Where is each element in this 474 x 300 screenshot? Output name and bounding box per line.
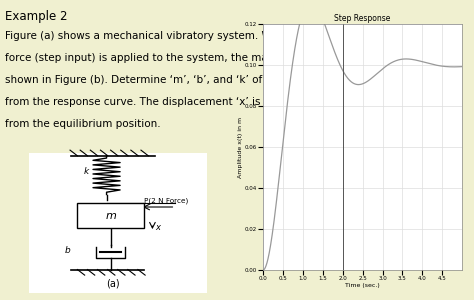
Text: from the equilibrium position.: from the equilibrium position. — [5, 119, 160, 129]
Text: from the response curve. The displacement ‘x’ is measured: from the response curve. The displacemen… — [5, 97, 316, 107]
Bar — [29, 153, 207, 293]
Text: shown in Figure (b). Determine ‘m’, ‘b’, and ‘k’ of the system: shown in Figure (b). Determine ‘m’, ‘b’,… — [5, 75, 323, 85]
Bar — [77, 203, 144, 228]
Y-axis label: Amplitude x(t) in m: Amplitude x(t) in m — [238, 116, 243, 178]
Text: m: m — [105, 211, 116, 221]
Title: Step Response: Step Response — [335, 14, 391, 23]
Text: P(2 N Force): P(2 N Force) — [144, 198, 188, 204]
Text: (a): (a) — [106, 279, 119, 289]
Text: force (step input) is applied to the system, the mass oscillates as: force (step input) is applied to the sys… — [5, 53, 346, 63]
Text: x: x — [155, 223, 161, 232]
X-axis label: Time (sec.): Time (sec.) — [345, 283, 380, 288]
Text: b: b — [65, 246, 71, 255]
Text: Figure (a) shows a mechanical vibratory system. When a 2 N: Figure (a) shows a mechanical vibratory … — [5, 31, 322, 41]
Text: Example 2: Example 2 — [5, 10, 67, 23]
Text: k: k — [83, 167, 89, 176]
